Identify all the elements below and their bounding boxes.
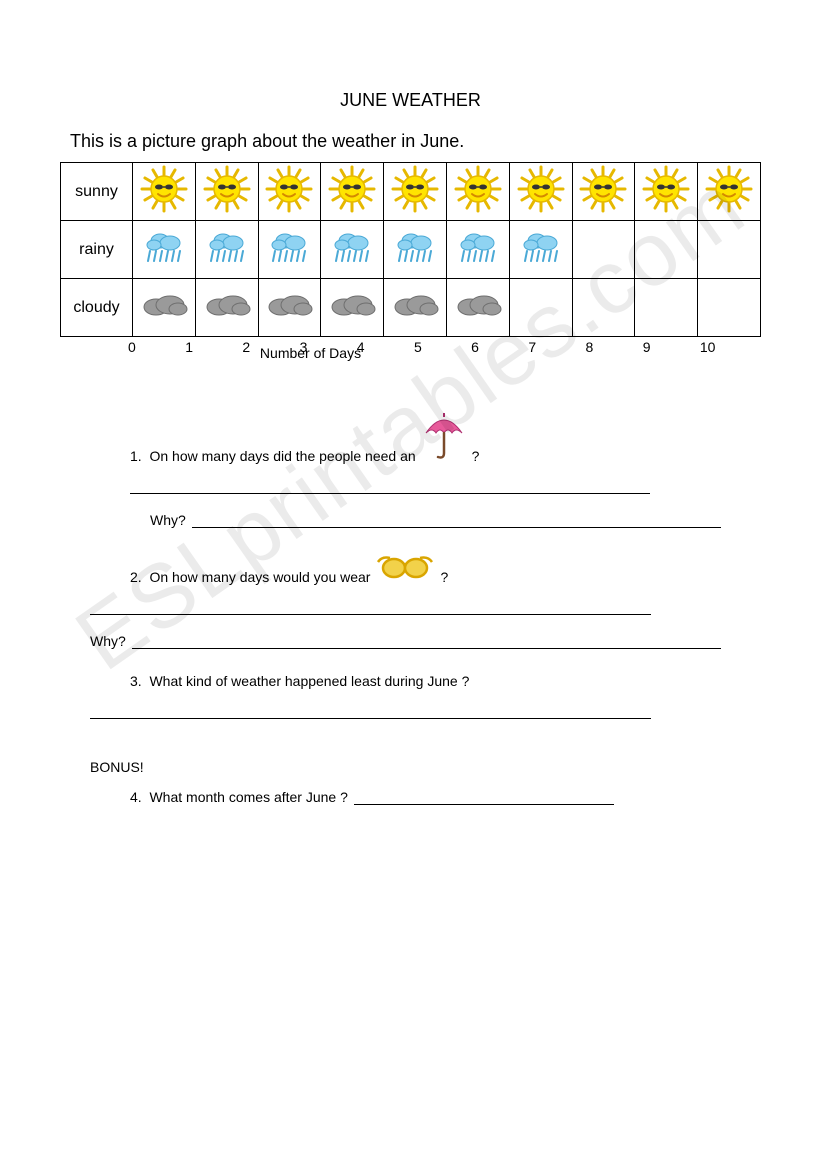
pictograph-cell	[698, 221, 761, 279]
q1-text-before: On how many days did the people need an	[149, 448, 415, 464]
pictograph-cell	[384, 163, 447, 221]
pictograph-cell	[509, 163, 572, 221]
pictograph-cell	[258, 221, 321, 279]
pictograph-cell	[384, 279, 447, 337]
pictograph-cell	[509, 221, 572, 279]
q1-why-row: Why?	[150, 512, 721, 528]
pictograph-cell	[195, 221, 258, 279]
pictograph-cell	[258, 163, 321, 221]
pictograph-cell	[635, 163, 698, 221]
answer-line-q3[interactable]	[90, 701, 651, 719]
sunglasses-icon	[376, 552, 434, 585]
q3-number: 3.	[130, 673, 142, 689]
q2-why-row: Why?	[90, 633, 721, 649]
q3-text: What kind of weather happened least duri…	[149, 673, 469, 689]
q2-why-label: Why?	[90, 633, 126, 649]
axis-tick: 3	[300, 339, 308, 355]
q2-number: 2.	[130, 569, 142, 585]
bonus-label: BONUS!	[90, 759, 761, 775]
q2-text-before: On how many days would you wear	[149, 569, 370, 585]
axis-tick: 9	[643, 339, 651, 355]
pictograph-cell	[133, 163, 196, 221]
intro-text: This is a picture graph about the weathe…	[70, 131, 761, 152]
axis-tick: 0	[128, 339, 136, 355]
pictograph-cell	[572, 279, 635, 337]
pictograph-cell	[195, 279, 258, 337]
pictograph-cell	[698, 279, 761, 337]
axis-tick: 4	[357, 339, 365, 355]
answer-line-q4[interactable]	[354, 791, 614, 805]
worksheet-page: ESLprintables.com JUNE WEATHER This is a…	[0, 0, 821, 845]
question-3: 3. What kind of weather happened least d…	[130, 673, 721, 689]
question-2: 2. On how many days would you wear ?	[130, 552, 721, 585]
pictograph-cell	[321, 163, 384, 221]
q1-why-label: Why?	[150, 512, 186, 528]
q4-text: What month comes after June ?	[149, 789, 347, 805]
axis-tick: 2	[242, 339, 250, 355]
axis-tick: 6	[471, 339, 479, 355]
answer-line-q2[interactable]	[90, 597, 651, 615]
axis-tick: 1	[185, 339, 193, 355]
pictograph-cell	[509, 279, 572, 337]
pictograph-cell	[446, 279, 509, 337]
pictograph-cell	[446, 221, 509, 279]
pictograph-cell	[133, 221, 196, 279]
axis-tick: 5	[414, 339, 422, 355]
pictograph-cell	[572, 163, 635, 221]
page-title: JUNE WEATHER	[60, 90, 761, 111]
q1-text-after: ?	[472, 448, 480, 464]
axis-tick: 10	[700, 339, 716, 355]
answer-line-q2-why[interactable]	[132, 635, 721, 649]
pictograph-cell	[133, 279, 196, 337]
q1-number: 1.	[130, 448, 142, 464]
row-label-cloudy: cloudy	[61, 279, 133, 337]
row-label-rainy: rainy	[61, 221, 133, 279]
question-1: 1. On how many days did the people need …	[130, 411, 721, 464]
pictograph-cell	[321, 221, 384, 279]
pictograph-cell	[321, 279, 384, 337]
question-4: 4. What month comes after June ?	[130, 789, 761, 805]
pictograph-cell	[698, 163, 761, 221]
pictograph-cell	[572, 221, 635, 279]
axis-tick: 8	[586, 339, 594, 355]
pictograph-cell	[635, 221, 698, 279]
umbrella-icon	[422, 411, 466, 464]
pictograph-cell	[258, 279, 321, 337]
pictograph-table: sunny	[60, 162, 761, 337]
axis-tick: 7	[528, 339, 536, 355]
answer-line-q1-why[interactable]	[192, 514, 721, 528]
row-label-sunny: sunny	[61, 163, 133, 221]
q4-number: 4.	[130, 789, 142, 805]
answer-line-q1[interactable]	[130, 476, 650, 494]
pictograph-cell	[446, 163, 509, 221]
pictograph-cell	[195, 163, 258, 221]
pictograph-cell	[635, 279, 698, 337]
questions-block: 1. On how many days did the people need …	[130, 411, 721, 719]
pictograph-cell	[384, 221, 447, 279]
q2-text-after: ?	[440, 569, 448, 585]
